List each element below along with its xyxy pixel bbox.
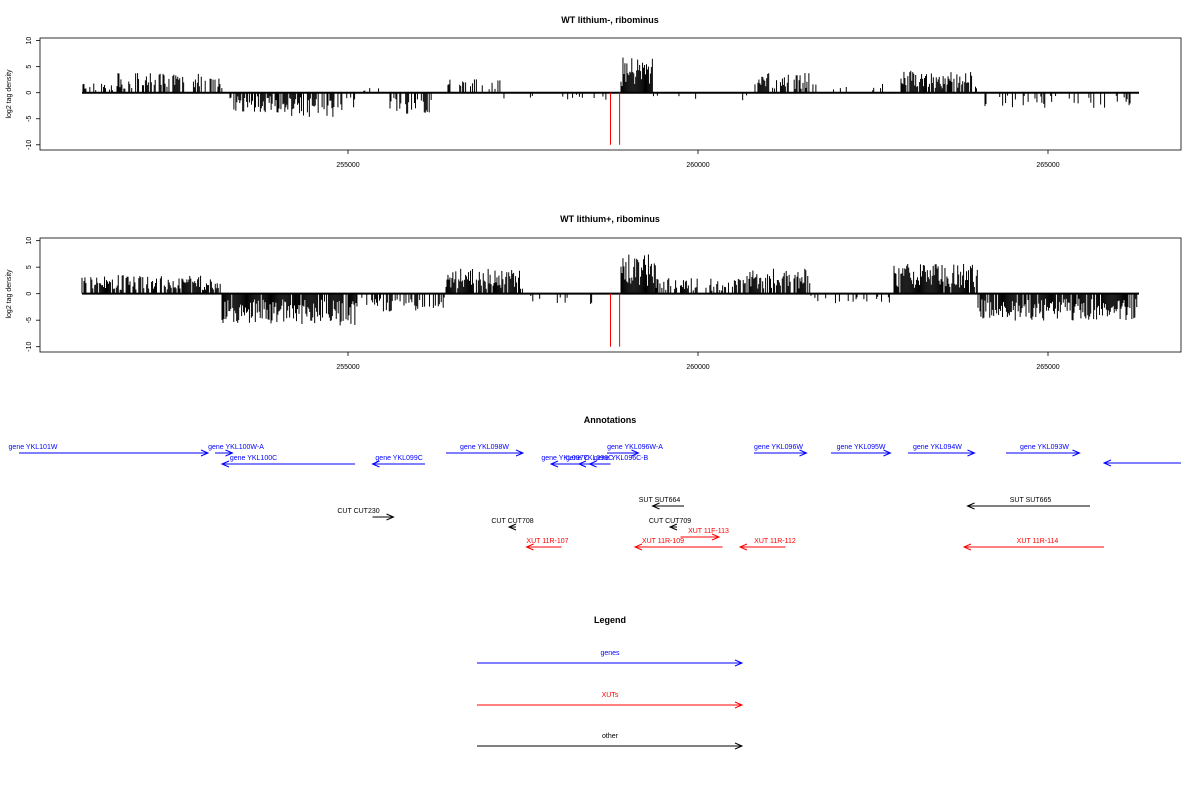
highlight-marks (610, 293, 621, 347)
legend-arrow-genes (477, 659, 744, 667)
annotation-arrow-genes (908, 449, 976, 457)
annotation-label: gene YKL096C-B (594, 455, 649, 462)
panel-title: WT lithium+, ribominus (560, 214, 660, 224)
annotations-track: Annotations gene YKL101W gene YKL100W-Age… (9, 415, 1181, 551)
legend-entries: genes XUTs other (477, 650, 744, 750)
annotation-arrow-XUTs (738, 543, 786, 551)
annotation-arrow-genes (220, 460, 355, 468)
x-tick-label: 260000 (686, 364, 709, 371)
annotation-label: gene YKL096W-A (607, 444, 663, 451)
annotation-arrow-other (507, 523, 517, 531)
annotation-arrow-genes (831, 449, 892, 457)
annotation-label: gene YKL097C (541, 455, 588, 462)
annotation-arrow-genes (19, 449, 210, 457)
annotation-arrow-XUTs (680, 533, 721, 541)
annotation-arrow-other (372, 513, 395, 521)
y-tick-label: 5 (26, 265, 33, 269)
plot-frame (39, 237, 1182, 353)
y-axis-label: log2 tag density (6, 69, 13, 119)
y-tick-label: -10 (26, 342, 33, 352)
y-axis-label: log2 tag density (6, 269, 13, 319)
legend-arrow-other (477, 742, 744, 750)
annotation-label: XUT 11F-113 (688, 528, 729, 535)
x-axis: 255000 260000 265000 (336, 150, 1060, 169)
y-tick-label: 0 (26, 91, 33, 95)
legend-label: XUTs (602, 692, 619, 699)
annotations-title: Annotations (584, 415, 637, 425)
y-tick-label: 10 (26, 37, 33, 45)
annotation-label: gene YKL096C (566, 455, 613, 462)
x-tick-label: 265000 (1036, 364, 1059, 371)
annotation-arrow-other (966, 502, 1090, 510)
annotation-arrow-genes (371, 460, 425, 468)
annotation-label: gene YKL100W-A (208, 444, 264, 451)
y-tick-label: 5 (26, 65, 33, 69)
plot-frame (39, 37, 1182, 151)
y-tick-label: -5 (26, 317, 33, 323)
y-tick-label: -10 (26, 140, 33, 150)
annotation-label: CUT CUT230 (337, 508, 379, 515)
density-bars (81, 254, 1139, 326)
legend: Legend genes XUTs other (477, 615, 744, 750)
annotation-label: SUT SUT665 (1010, 497, 1052, 504)
annotation-label: gene YKL100C (230, 455, 277, 462)
annotation-arrow-genes (1102, 459, 1181, 467)
annotation-arrow-XUTs (525, 543, 562, 551)
annotation-label: XUT 11R-112 (754, 538, 796, 545)
panel-title: WT lithium-, ribominus (561, 15, 659, 25)
annotation-arrow-genes (215, 449, 234, 457)
x-axis: 255000 260000 265000 (336, 352, 1060, 371)
x-tick-label: 260000 (686, 162, 709, 169)
legend-label: other (602, 733, 619, 740)
annotation-arrow-XUTs (962, 543, 1104, 551)
annotation-arrow-genes (549, 460, 583, 468)
y-tick-label: 10 (26, 237, 33, 245)
annotation-label: CUT CUT708 (491, 518, 533, 525)
x-tick-label: 265000 (1036, 162, 1059, 169)
annotation-arrow-other (651, 502, 684, 510)
annotation-arrow-genes (754, 449, 808, 457)
legend-title: Legend (594, 615, 626, 625)
y-axis: -10 -5 0 5 10 (26, 237, 40, 352)
legend-label: genes (600, 650, 620, 657)
annotation-label: XUT 11R-107 (526, 538, 568, 545)
annotation-label: gene YKL101W (9, 444, 58, 451)
annotation-arrow-other (668, 523, 678, 531)
annotation-items: gene YKL101W gene YKL100W-A gene YKL100C ge… (9, 444, 1181, 551)
annotation-arrow-XUTs (633, 543, 723, 551)
annotation-label: gene YKL098W (460, 444, 509, 451)
y-axis: -10 -5 0 5 10 (26, 37, 40, 150)
annotation-label: gene YKL095W (837, 444, 886, 451)
x-tick-label: 255000 (336, 364, 359, 371)
annotation-label: SUT SUT664 (639, 497, 681, 504)
annotation-arrow-genes (1006, 449, 1081, 457)
annotation-label: gene YKL096W (754, 444, 803, 451)
y-tick-label: -5 (26, 116, 33, 122)
annotation-label: gene YKL099C (375, 455, 422, 462)
x-tick-label: 255000 (336, 162, 359, 169)
legend-arrow-XUTs (477, 701, 744, 709)
annotation-arrow-genes (446, 449, 525, 457)
annotation-arrow-genes (607, 449, 640, 457)
annotation-arrow-genes (588, 460, 611, 468)
annotation-label: gene YKL094W (913, 444, 962, 451)
annotation-label: gene YKL093W (1020, 444, 1069, 451)
y-tick-label: 0 (26, 292, 33, 296)
annotation-label: CUT CUT709 (649, 518, 691, 525)
highlight-marks (610, 92, 621, 145)
annotation-label: XUT 11R-114 (1017, 538, 1059, 545)
annotation-label: XUT 11R-109 (642, 538, 684, 545)
